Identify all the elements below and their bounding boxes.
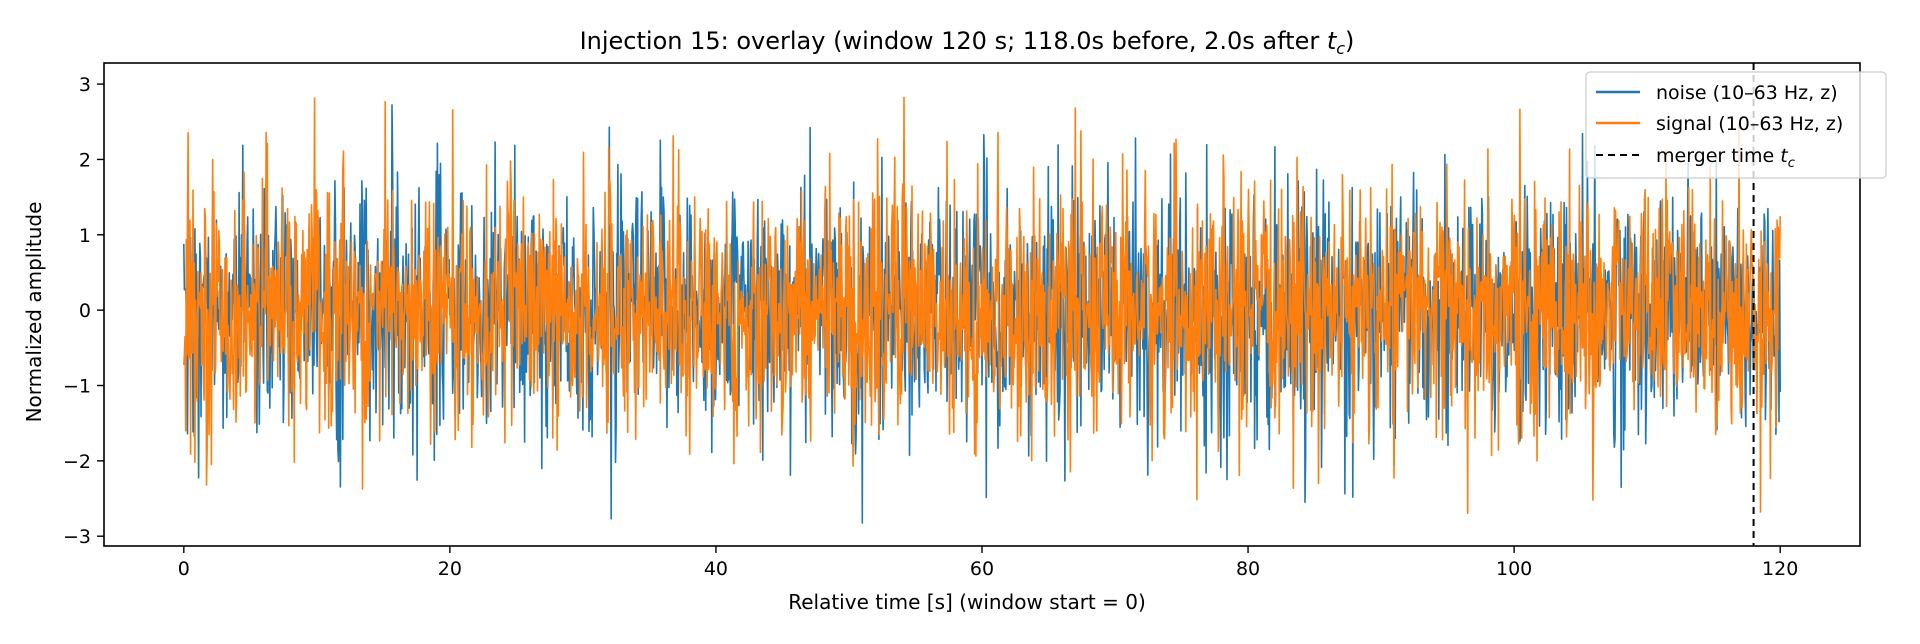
y-tick-label: 3 [79, 74, 91, 96]
y-tick-label: 1 [79, 225, 91, 247]
y-axis-label: Normalized amplitude [22, 202, 46, 423]
y-tick-label: −3 [63, 526, 91, 548]
y-tick-label: −1 [63, 376, 91, 398]
chart-title-main: Injection 15: overlay (window 120 s; 118… [580, 27, 1327, 55]
legend-merger-text: merger time [1656, 145, 1780, 167]
chart-title-t: t [1327, 27, 1338, 55]
legend-label-merger: merger time tc [1656, 145, 1795, 171]
x-tick-label: 80 [1236, 558, 1260, 580]
x-tick-label: 40 [704, 558, 728, 580]
y-tick-label: 2 [79, 149, 91, 171]
x-tick-label: 120 [1762, 558, 1798, 580]
legend-label-noise: noise (10–63 Hz, z) [1656, 82, 1838, 104]
legend-merger-t: t [1780, 145, 1789, 167]
legend-label-signal: signal (10–63 Hz, z) [1656, 113, 1843, 135]
legend-merger-c: c [1788, 156, 1795, 171]
chart-title-c: c [1336, 39, 1345, 58]
chart-title-tail: ) [1345, 27, 1354, 55]
x-axis-ticks: 0 20 40 60 80 100 120 [178, 546, 1798, 580]
y-tick-label: −2 [63, 451, 91, 473]
chart-title: Injection 15: overlay (window 120 s; 118… [580, 27, 1355, 58]
x-tick-label: 20 [438, 558, 462, 580]
series-line-signal [183, 96, 1781, 515]
legend: noise (10–63 Hz, z) signal (10–63 Hz, z)… [1585, 71, 1887, 179]
x-tick-label: 0 [178, 558, 190, 580]
x-tick-label: 60 [970, 558, 994, 580]
x-tick-label: 100 [1496, 558, 1532, 580]
x-axis-label: Relative time [s] (window start = 0) [788, 590, 1146, 614]
series-group [183, 96, 1781, 524]
y-axis-ticks: −3 −2 −1 0 1 2 3 [63, 74, 104, 548]
legend-box [1585, 71, 1887, 179]
y-tick-label: 0 [79, 300, 91, 322]
